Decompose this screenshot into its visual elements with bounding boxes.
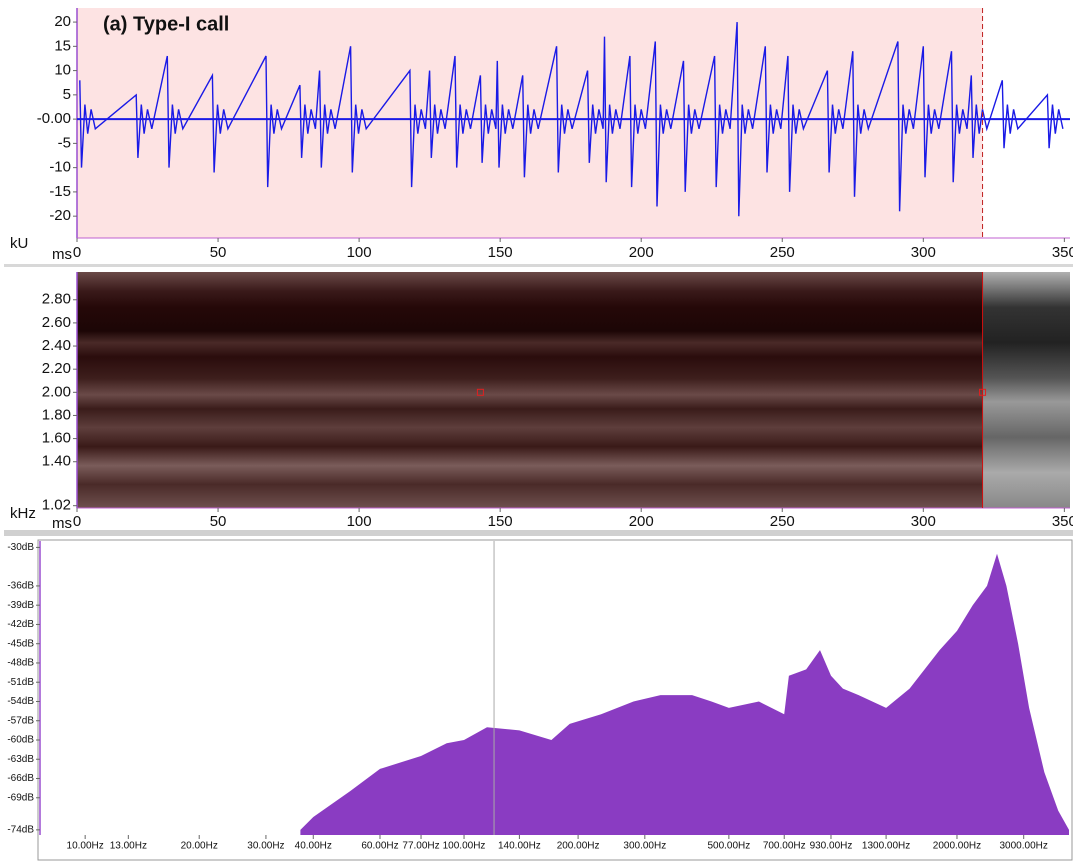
x-tick-label: 13.00Hz	[110, 841, 147, 852]
y-tick-label: 10	[54, 62, 71, 79]
marker	[476, 388, 484, 396]
x-tick-label: 930.00Hz	[810, 841, 853, 852]
x-tick-label: 300.00Hz	[623, 841, 666, 852]
spectrogram-unselected	[982, 272, 1070, 508]
y-tick-label: 1.60	[42, 430, 71, 447]
y-tick-label: 1.02	[42, 497, 71, 514]
x-tick-label: 20.00Hz	[181, 841, 218, 852]
chart-title: (a) Type-I call	[103, 13, 229, 35]
x-tick-label: 0	[73, 513, 81, 530]
x-tick-label: 150	[488, 513, 513, 530]
x-tick-label: 100	[347, 513, 372, 530]
y-tick-label: -42dB	[7, 619, 34, 630]
y-tick-label: -60dB	[7, 735, 34, 746]
y-tick-label: -30dB	[7, 542, 34, 553]
x-tick-label: 300	[911, 513, 936, 530]
x-tick-label: 200.00Hz	[557, 841, 600, 852]
y-tick-label: 2.60	[42, 314, 71, 331]
x-tick-label: 50	[210, 244, 227, 261]
y-tick-label: -5	[58, 134, 71, 151]
x-tick-label: 60.00Hz	[361, 841, 398, 852]
y-tick-label: 20	[54, 13, 71, 30]
marker	[979, 388, 987, 396]
spectrum-frame	[37, 539, 1073, 861]
x-tick-label: 100	[347, 244, 372, 261]
x-tick-label: 40.00Hz	[295, 841, 332, 852]
x-tick-label: 50	[210, 513, 227, 530]
y-tick-label: 15	[54, 37, 71, 54]
spectrum-area	[300, 553, 1069, 835]
x-tick-label: 250	[770, 513, 795, 530]
y-tick-label: 2.40	[42, 337, 71, 354]
x-tick-label: 350	[1052, 244, 1073, 261]
x-tick-label: 77.00Hz	[402, 841, 439, 852]
x-unit: ms	[52, 515, 72, 532]
y-tick-label: -48dB	[7, 658, 34, 669]
x-tick-label: 150	[488, 244, 513, 261]
y-tick-label: -69dB	[7, 792, 34, 803]
y-tick-label: -39dB	[7, 600, 34, 611]
y-tick-label: -20	[49, 207, 71, 224]
y-tick-label: 2.80	[42, 291, 71, 308]
x-tick-label: 500.00Hz	[707, 841, 750, 852]
x-tick-label: 140.00Hz	[498, 841, 541, 852]
y-unit: kU	[10, 235, 28, 252]
y-tick-label: 5	[63, 86, 71, 103]
y-tick-label: -36dB	[7, 581, 34, 592]
x-tick-label: 200	[629, 513, 654, 530]
y-unit: kHz	[10, 505, 36, 522]
y-tick-label: 2.00	[42, 383, 71, 400]
y-tick-label: -54dB	[7, 696, 34, 707]
y-tick-label: 2.20	[42, 360, 71, 377]
separator	[4, 264, 1073, 267]
spectrogram	[77, 272, 983, 508]
waveform	[79, 22, 1064, 217]
separator	[4, 530, 1073, 536]
y-tick-label: -63dB	[7, 754, 34, 765]
y-tick-label: -66dB	[7, 773, 34, 784]
x-tick-label: 30.00Hz	[247, 841, 284, 852]
y-tick-label: -0.00	[37, 110, 71, 127]
y-tick-label: -45dB	[7, 638, 34, 649]
x-tick-label: 3000.00Hz	[1000, 841, 1048, 852]
x-tick-label: 300	[911, 244, 936, 261]
x-tick-label: 700.00Hz	[763, 841, 806, 852]
y-tick-label: 1.40	[42, 453, 71, 470]
y-tick-label: -15	[49, 183, 71, 200]
x-tick-label: 1300.00Hz	[862, 841, 910, 852]
y-tick-label: -10	[49, 159, 71, 176]
y-tick-label: -57dB	[7, 715, 34, 726]
y-tick-label: 1.80	[42, 406, 71, 423]
x-tick-label: 2000.00Hz	[933, 841, 981, 852]
y-tick-label: -74dB	[7, 825, 34, 836]
x-tick-label: 100.00Hz	[443, 841, 486, 852]
x-unit: ms	[52, 246, 72, 263]
x-tick-label: 250	[770, 244, 795, 261]
x-tick-label: 10.00Hz	[67, 841, 104, 852]
y-tick-label: -51dB	[7, 677, 34, 688]
x-tick-label: 350	[1052, 513, 1073, 530]
x-tick-label: 200	[629, 244, 654, 261]
x-tick-label: 0	[73, 244, 81, 261]
